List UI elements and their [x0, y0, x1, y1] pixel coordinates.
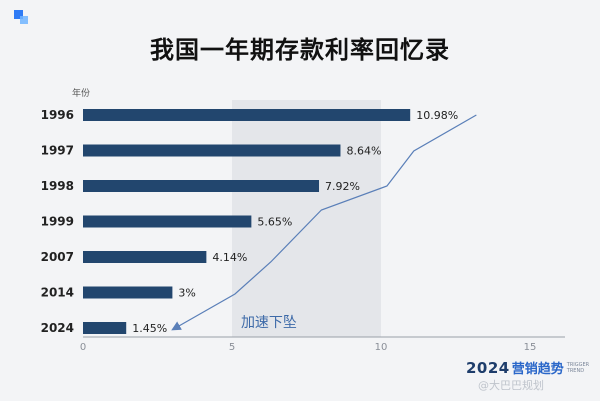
category-label-1999: 1999: [41, 215, 74, 229]
data-label-1998: 7.92%: [325, 180, 360, 193]
brand-year: 2024: [466, 358, 510, 377]
bar-1996: [83, 109, 411, 121]
category-label-2014: 2014: [41, 286, 74, 300]
bar-2014: [83, 286, 173, 299]
y-axis-title: 年份: [72, 87, 90, 99]
bar-1997: [83, 144, 341, 157]
data-label-1997: 8.64%: [346, 145, 381, 158]
bars-layer: 1996 10.98% 1997 8.64% 1998 7.92% 1999 5.65% 200…: [41, 108, 459, 335]
data-label-1999: 5.65%: [257, 216, 292, 229]
watermark: @大巴巴规划: [478, 379, 544, 392]
x-tick-15: 15: [524, 342, 537, 353]
trend-line: [171, 114, 477, 331]
x-tick-0: 0: [80, 342, 86, 353]
data-label-2024: 1.45%: [132, 322, 167, 335]
brand-en: TRIGGER TREND: [567, 362, 589, 374]
category-label-1997: 1997: [41, 144, 74, 158]
category-label-1998: 1998: [41, 179, 74, 193]
annotation-label: 加速下坠: [241, 315, 297, 331]
data-label-2007: 4.14%: [212, 251, 247, 264]
brand-en-bottom: TREND: [566, 367, 585, 374]
data-label-1996: 10.98%: [416, 109, 458, 122]
brand-logo: 2024 营销趋势 TRIGGER TREND: [466, 358, 589, 378]
bar-1998: [83, 180, 320, 192]
category-label-2024: 2024: [41, 321, 74, 335]
data-label-2014: 3%: [178, 287, 195, 300]
brand-name: 营销趋势: [511, 362, 564, 377]
x-ticks-layer: 0 5 10 15: [80, 342, 537, 353]
corner-logo-icon: [14, 10, 28, 24]
bar-2007: [83, 251, 207, 263]
highlight-band: [232, 100, 381, 337]
x-tick-10: 10: [375, 342, 388, 353]
bar-1999: [83, 215, 252, 228]
chart-title: 我国一年期存款利率回忆录: [150, 36, 450, 64]
bar-2024: [83, 322, 127, 334]
x-tick-5: 5: [229, 342, 235, 353]
brand-en-top: TRIGGER: [566, 361, 590, 368]
category-label-1996: 1996: [41, 108, 74, 122]
category-label-2007: 2007: [41, 250, 74, 264]
